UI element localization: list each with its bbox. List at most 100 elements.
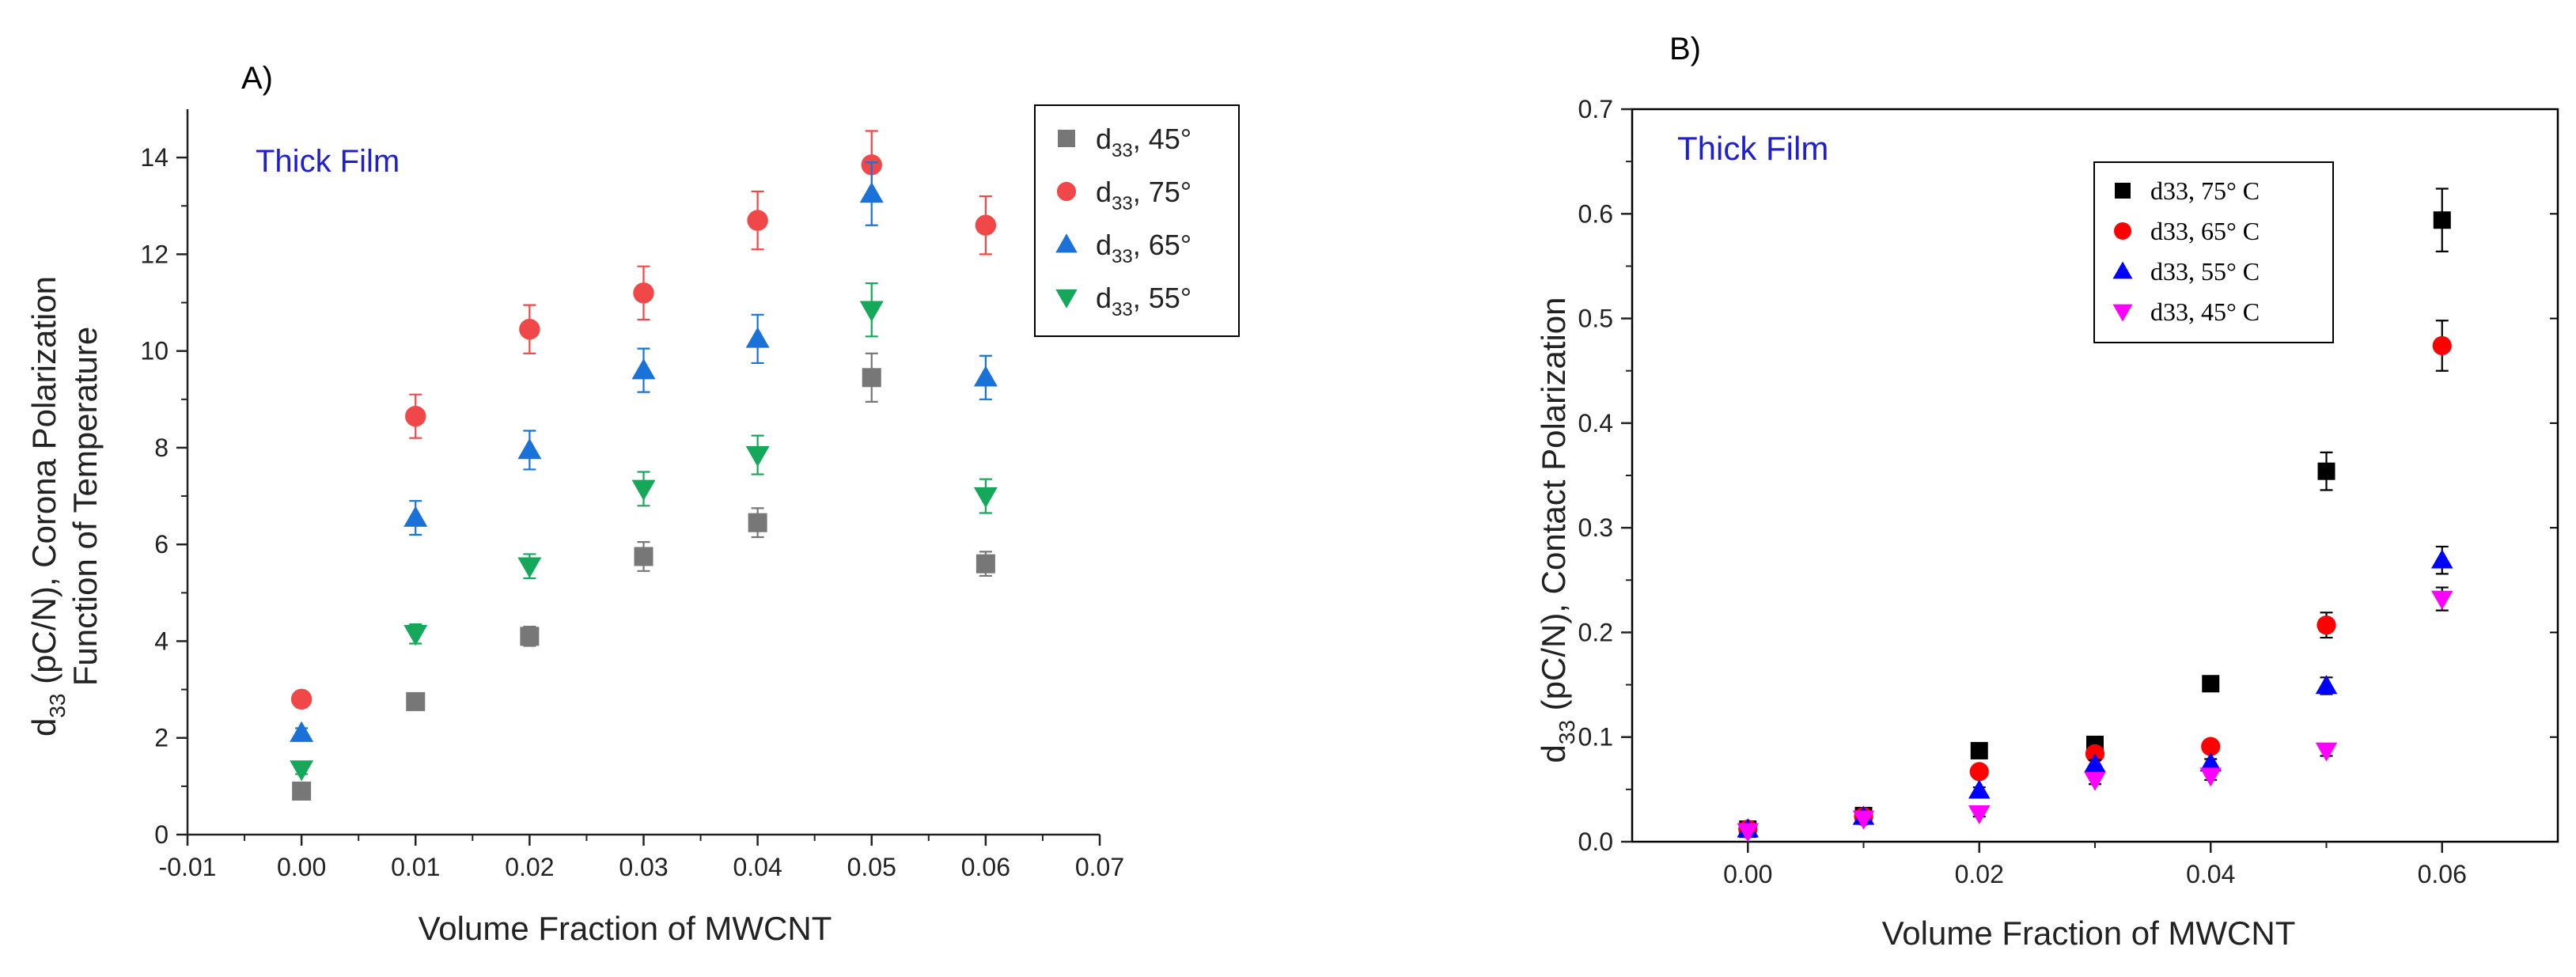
panel-b-legend-box xyxy=(2093,161,2334,343)
series-3 xyxy=(1737,586,2453,843)
y-tick-label: 14 xyxy=(140,143,169,172)
data-point xyxy=(517,557,542,578)
x-tick-label: 0.07 xyxy=(1075,853,1124,881)
legend-label: d33, 55° xyxy=(1096,282,1191,320)
data-point xyxy=(973,487,998,509)
panel-b-legend-items: d33, 75° C d33, 65° C d33, 55° C d33, 45° C xyxy=(2112,176,2260,326)
legend-marker xyxy=(1058,130,1075,147)
data-point xyxy=(2317,462,2335,480)
series-1 xyxy=(290,130,997,710)
legend-label: d33, 75° xyxy=(1096,176,1191,214)
data-point xyxy=(290,721,314,742)
panel-b-y-label-rest: (pC/N), Contact Polarization xyxy=(1535,297,1572,720)
panel-b-y-label-d: d xyxy=(1535,744,1572,763)
x-tick-label: 0.01 xyxy=(391,853,440,881)
panel-a-y-axis-label-line1: d33 (pC/N), Corona Polarization xyxy=(25,276,70,737)
panel-b-legend: d33, 75° C d33, 65° C d33, 55° C d33, 45° C xyxy=(2093,161,2334,343)
panel-b-y-axis-label-text: d33 (pC/N), Contact Polarization xyxy=(1535,297,1579,763)
y-tick-label: 6 xyxy=(154,530,169,559)
panel-b-x-axis-label: Volume Fraction of MWCNT xyxy=(1882,915,2296,952)
y-tick-label: 0.1 xyxy=(1578,723,1613,752)
y-tick-label: 0.5 xyxy=(1578,305,1613,333)
data-point xyxy=(1970,741,1988,759)
panel-b-chart: B) 0.00 0.02 0.04 0.06 0.00.10.20.30.40.50.… xyxy=(1535,32,2559,952)
legend-marker xyxy=(2115,183,2131,199)
data-point xyxy=(290,688,313,710)
data-point xyxy=(519,318,540,340)
legend-marker xyxy=(1055,289,1078,309)
legend-label: d33, 55° C xyxy=(2150,257,2260,286)
panel-b-y-axis-label: d33 (pC/N), Contact Polarization xyxy=(1535,297,1579,763)
legend-marker xyxy=(1056,181,1077,202)
data-point xyxy=(406,691,426,711)
series-2 xyxy=(290,161,998,742)
data-point xyxy=(2315,675,2338,695)
series-2 xyxy=(1737,545,2453,838)
panel-a-y-ticks: 0 2 4 6 8 10 12 14 xyxy=(140,143,188,849)
data-point xyxy=(2315,742,2338,762)
data-point xyxy=(975,214,997,236)
panel-a-legend: d33, 45° d33, 75° d33, 65° d33, 55° xyxy=(1034,104,1240,337)
y-tick-label: 0.3 xyxy=(1578,513,1613,542)
data-point xyxy=(290,760,314,782)
y-tick-label: 0.2 xyxy=(1578,618,1613,646)
data-point xyxy=(2199,767,2222,787)
data-point xyxy=(2431,590,2453,610)
x-tick-label: 0.04 xyxy=(2186,860,2235,888)
panel-a-label: A) xyxy=(241,61,273,96)
panel-a-y-label-d: d xyxy=(25,718,63,737)
legend-marker xyxy=(2112,304,2133,322)
x-tick-label: -0.01 xyxy=(159,853,217,881)
data-point xyxy=(973,365,998,387)
legend-label: d33, 75° C xyxy=(2150,176,2260,205)
data-point xyxy=(748,513,767,532)
panel-a-series xyxy=(290,130,998,801)
data-point xyxy=(634,547,653,566)
y-tick-label: 0.4 xyxy=(1578,409,1613,437)
data-point xyxy=(1969,762,1989,782)
data-point xyxy=(2432,335,2452,356)
x-tick-label: 0.06 xyxy=(2418,860,2467,888)
panel-b-y-label-sub: 33 xyxy=(1555,720,1579,744)
data-point xyxy=(633,282,654,304)
y-tick-label: 4 xyxy=(154,627,169,655)
data-point xyxy=(292,781,312,801)
legend-label: d33, 65° xyxy=(1096,229,1191,267)
y-tick-label: 2 xyxy=(154,724,169,752)
data-point xyxy=(859,301,884,322)
panel-b-label: B) xyxy=(1669,32,1701,66)
data-point xyxy=(859,181,884,203)
data-point xyxy=(2201,737,2221,756)
data-point xyxy=(1968,779,1991,799)
data-point xyxy=(2433,211,2451,229)
legend-marker xyxy=(2114,222,2131,240)
data-point xyxy=(405,405,426,427)
data-point xyxy=(520,627,540,646)
data-point xyxy=(403,625,428,646)
panel-a-legend-items: d33, 45° d33, 75° d33, 65° d33, 55° xyxy=(1055,123,1191,320)
data-point xyxy=(862,368,881,388)
panel-b-annotation: Thick Film xyxy=(1677,130,1828,167)
data-point xyxy=(2431,549,2453,569)
data-point xyxy=(2084,753,2106,773)
y-tick-label: 12 xyxy=(140,240,169,268)
x-tick-label: 0.03 xyxy=(619,853,668,881)
panel-a-y-label-rest: (pC/N), Corona Polarization xyxy=(25,276,63,694)
x-tick-label: 0.06 xyxy=(961,853,1010,881)
panel-a-y-label-sub: 33 xyxy=(45,694,70,718)
panel-a-y-axis-label-line2: Function of Temperature xyxy=(66,327,104,686)
data-point xyxy=(403,506,428,527)
panel-a-chart: A) -0.01 0.00 0.01 0.02 0.03 0.04 0.05 0.06 0.07… xyxy=(25,61,1240,947)
y-tick-label: 0.6 xyxy=(1578,199,1613,228)
panel-b-y-ticks: 0.0 0.1 0.2 0.3 0.4 0.5 0.6 0.7 xyxy=(1578,95,2558,856)
data-point xyxy=(745,327,770,348)
data-point xyxy=(631,358,656,380)
y-tick-label: 8 xyxy=(154,434,169,462)
panel-a-y-axis-label: d33 (pC/N), Corona Polarization Function… xyxy=(25,276,104,737)
data-point xyxy=(1852,810,1875,830)
x-tick-label: 0.02 xyxy=(1955,860,2004,888)
x-tick-label: 0.05 xyxy=(847,853,896,881)
panel-b-x-ticks: 0.00 0.02 0.04 0.06 xyxy=(1723,842,2467,888)
data-point xyxy=(747,210,768,231)
